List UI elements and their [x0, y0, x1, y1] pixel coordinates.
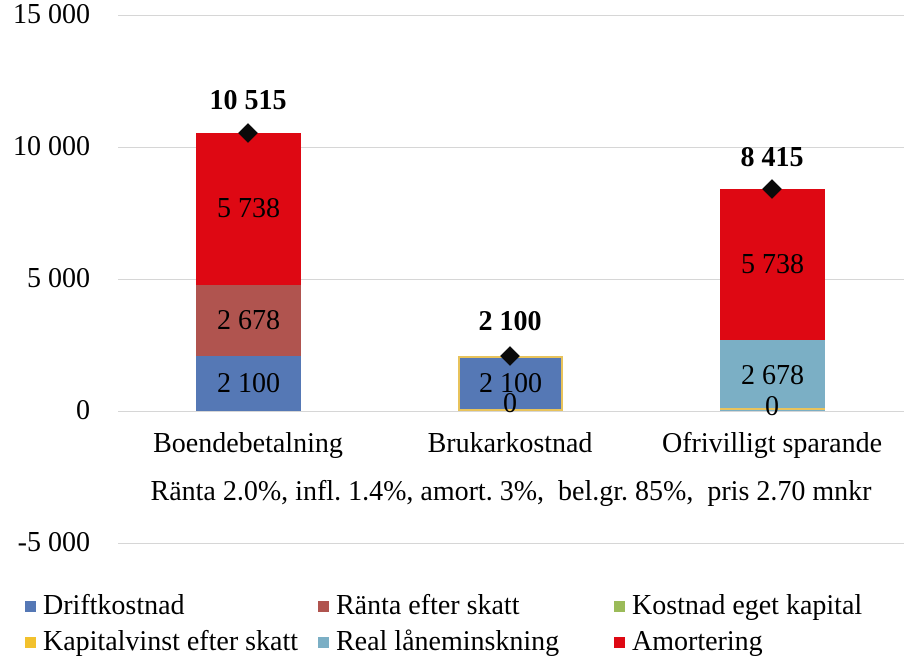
legend-swatch-icon — [25, 600, 36, 612]
legend-item-amortering: Amortering — [614, 624, 884, 660]
data-label: 5 738 — [741, 248, 804, 280]
gridline-5000 — [118, 279, 904, 280]
bar1-segment-ranta-efter-skatt: 2 678 — [196, 285, 301, 356]
bar1-segment-amortering: 5 738 — [196, 133, 301, 285]
data-label: 2 100 — [217, 367, 280, 399]
x-axis-title: Ränta 2.0%, infl. 1.4%, amort. 3%, bel.g… — [150, 476, 872, 507]
bar2-total-label: 2 100 — [478, 306, 542, 337]
data-label: 2 100 — [479, 367, 542, 399]
legend-item-kostnad-eget-kapital: Kostnad eget kapital — [614, 588, 884, 624]
bar2-zero-label: 0 — [503, 388, 517, 419]
legend-label: Real låneminskning — [336, 626, 560, 657]
legend-swatch-icon — [614, 600, 625, 612]
legend-swatch-icon — [25, 636, 36, 648]
x-axis-category-boendebetalning: Boendebetalning — [153, 428, 343, 459]
y-axis-label: 10 000 — [13, 131, 90, 162]
bar1-segment-driftkostnad: 2 100 — [196, 356, 301, 411]
legend-swatch-icon — [318, 636, 329, 648]
legend: Driftkostnad Ränta efter skatt Kostnad e… — [25, 588, 884, 660]
bar3-total-label: 8 415 — [740, 142, 804, 173]
bar3-segment-real-laneminskning: 2 678 — [720, 340, 825, 411]
data-label: 5 738 — [217, 193, 280, 224]
x-axis-category-brukarkostnad: Brukarkostnad — [427, 428, 593, 459]
bar3-segment-amortering: 5 738 — [720, 189, 825, 340]
gridline-neg5000 — [118, 543, 904, 544]
y-axis-label: 5 000 — [27, 263, 90, 294]
legend-label: Driftkostnad — [43, 590, 185, 621]
legend-swatch-icon — [614, 636, 625, 648]
y-axis-label: 15 000 — [13, 0, 90, 30]
legend-item-real-laneminskning: Real låneminskning — [318, 624, 614, 660]
legend-item-kapitalvinst-efter-skatt: Kapitalvinst efter skatt — [25, 624, 318, 660]
y-axis-label: 0 — [76, 395, 90, 426]
data-label: 2 678 — [741, 359, 804, 391]
bar1-total-label: 10 515 — [209, 85, 287, 116]
legend-label: Amortering — [632, 626, 763, 657]
bar3-zero-segment-strip — [720, 408, 825, 410]
gridline-0 — [118, 411, 904, 412]
legend-label: Ränta efter skatt — [336, 590, 520, 621]
gridline-10000 — [118, 147, 904, 148]
legend-label: Kapitalvinst efter skatt — [43, 626, 299, 657]
x-axis-category-ofrivilligt-sparande: Ofrivilligt sparande — [661, 428, 883, 459]
data-label: 2 678 — [217, 304, 280, 336]
legend-item-ranta-efter-skatt: Ränta efter skatt — [318, 588, 614, 624]
legend-item-driftkostnad: Driftkostnad — [25, 588, 318, 624]
y-axis-label: -5 000 — [17, 527, 90, 558]
gridline-15000 — [118, 15, 904, 16]
legend-swatch-icon — [318, 600, 329, 612]
bar3-zero-label: 0 — [765, 391, 779, 422]
legend-label: Kostnad eget kapital — [632, 590, 863, 621]
